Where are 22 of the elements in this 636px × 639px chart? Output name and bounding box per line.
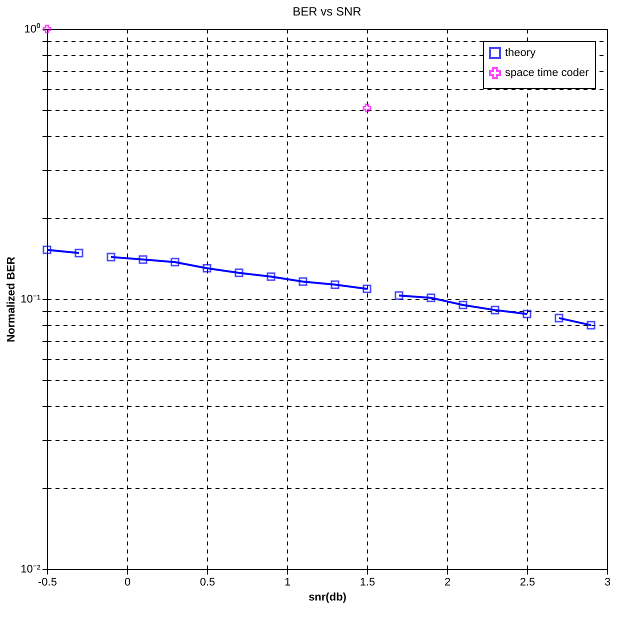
x-tick-label: 0.5 — [200, 576, 216, 588]
x-tick-label: 1 — [284, 576, 291, 588]
y-axis-title: Normalized BER — [6, 256, 18, 342]
point — [42, 246, 52, 254]
x-tick-label: -0.5 — [38, 576, 57, 588]
y-tick-label: 10⁻¹ — [20, 294, 41, 306]
chart-title: BER vs SNR — [292, 4, 362, 18]
x-tick-label: 2.5 — [520, 576, 536, 588]
x-tick-label: 3 — [604, 576, 611, 588]
x-tick-label: 0 — [124, 576, 131, 588]
y-tick-label: 10⁰ — [24, 22, 40, 36]
point — [362, 104, 372, 112]
x-tick-label: 1.5 — [360, 576, 376, 588]
x-axis-title: snr(db) — [308, 592, 347, 604]
x-tick-label: 2 — [444, 576, 451, 588]
legend-label: space time coder — [505, 67, 590, 79]
point — [74, 248, 84, 258]
legend-label: theory — [505, 47, 536, 59]
point — [554, 314, 564, 322]
point — [586, 320, 596, 330]
y-tick-label: 10⁻² — [20, 564, 41, 576]
point — [42, 24, 52, 34]
